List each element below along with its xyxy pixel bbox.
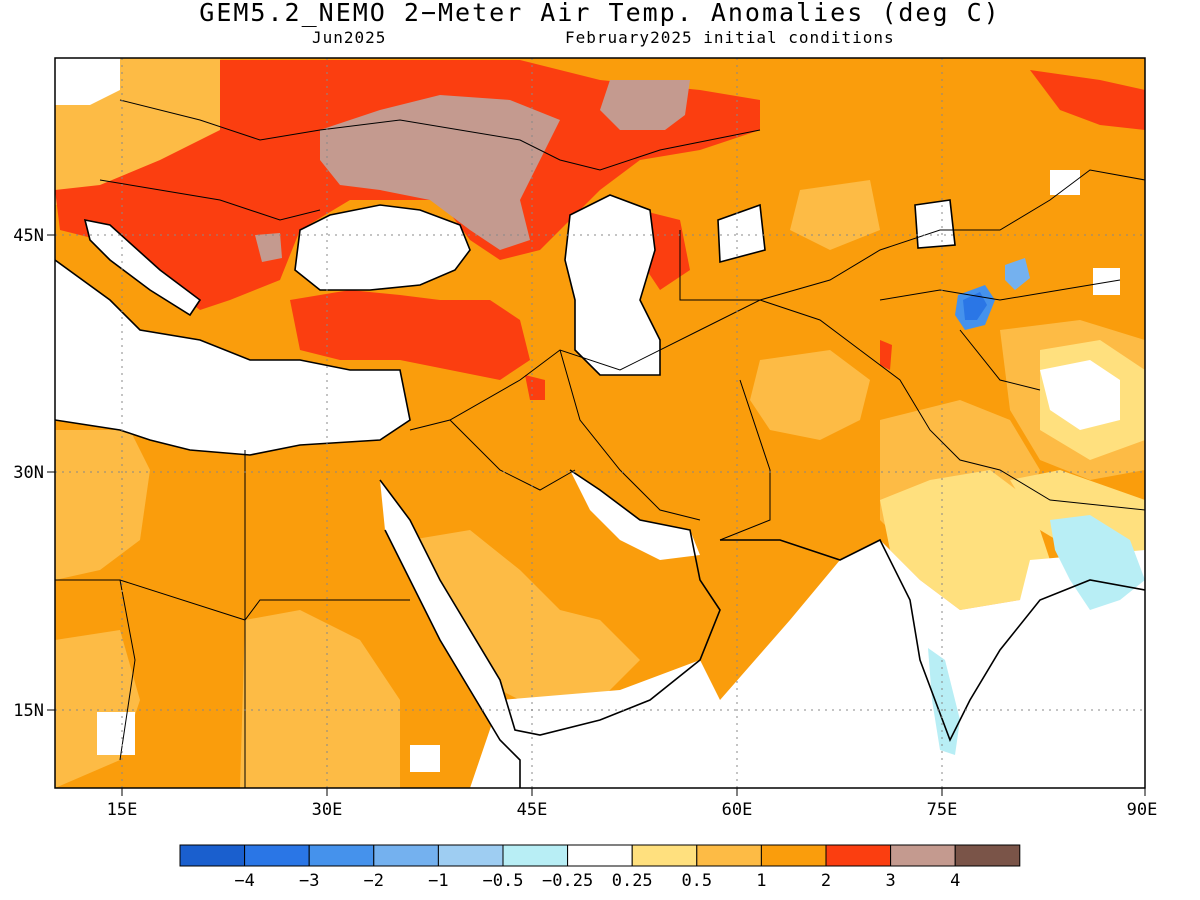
colorbar-swatch: [567, 844, 633, 867]
field-light-orange-arabia: [410, 530, 640, 710]
coastlines: [55, 194, 1145, 788]
lat-labels: 45N 30N 15N: [13, 226, 44, 721]
field-white-tibet-plateau: [1040, 360, 1120, 430]
coast-balkhash: [914, 199, 956, 249]
field-red-iraq-spot: [525, 375, 545, 400]
colorbar-swatch: [308, 844, 375, 867]
border-niger-chad: [119, 579, 136, 761]
coast-india: [720, 538, 1145, 742]
field-light-orange-kazakhstan: [790, 180, 880, 250]
field-red-siberia: [1030, 70, 1145, 130]
lon-label: 60E: [722, 800, 753, 820]
valid-month-label: Jun2025: [312, 28, 387, 47]
field-blue-tienshan-east: [1005, 258, 1030, 290]
lake-small-ethiopia: [410, 745, 440, 772]
colorbar-label: −2: [364, 871, 384, 891]
sea-baltic: [55, 58, 120, 105]
colorbar-swatch: [696, 844, 762, 867]
colorbar-swatch: [373, 844, 439, 867]
field-light-orange-afghanistan: [750, 350, 870, 440]
lon-label: 15E: [107, 800, 138, 820]
colorbar-swatch: [954, 844, 1021, 867]
coast-aral: [717, 203, 766, 264]
country-borders: [55, 99, 1145, 788]
colorbar-label: −4: [234, 871, 254, 891]
colorbar-label: 0.5: [681, 871, 712, 891]
border-china-north: [879, 279, 1121, 301]
colorbar-label: −0.5: [483, 871, 524, 891]
field-red-turkey: [290, 290, 530, 380]
lon-label: 45E: [517, 800, 548, 820]
lake-small-mongolia: [1093, 268, 1120, 295]
init-conditions-label: February2025 initial conditions: [565, 28, 895, 47]
field-yellow-india: [880, 470, 1050, 610]
border-iran-afghan: [719, 379, 771, 541]
field-white-arabian-sea: [470, 660, 720, 788]
coast-arabia: [379, 469, 721, 736]
border-kashmir: [959, 329, 1041, 391]
graticule: [55, 58, 1145, 788]
lon-labels: 15E 30E 45E 60E 75E 90E: [107, 800, 1158, 820]
sea-black-sea: [295, 205, 470, 290]
colorbar-swatch: [179, 844, 246, 867]
colorbar: [179, 844, 1021, 867]
sea-adriatic: [85, 220, 200, 315]
field-cyan-sri-lanka-west: [928, 648, 960, 755]
field-darkblue-tienshan: [963, 292, 987, 320]
border-balkans: [99, 179, 321, 221]
field-light-orange-nw-africa: [55, 430, 150, 580]
border-central-asia: [679, 169, 1145, 301]
colorbar-label: 0.25: [612, 871, 653, 891]
lon-label: 75E: [927, 800, 958, 820]
border-iran-north: [409, 299, 861, 431]
border-iran-west: [559, 349, 701, 521]
coast-black-sea: [294, 204, 471, 291]
lake-balkhash: [915, 200, 955, 248]
lon-label: 90E: [1127, 800, 1158, 820]
field-light-orange-sudan: [240, 610, 400, 788]
map-title: GEM5.2_NEMO 2−Meter Air Temp. Anomalies …: [199, 0, 1001, 27]
field-red-pakistan-spot: [880, 340, 892, 370]
field-brown-ukraine: [320, 95, 560, 250]
map-frame: [54, 57, 1146, 789]
axis-ticks: [47, 234, 1146, 796]
lat-label: 45N: [13, 226, 44, 246]
colorbar-swatch: [437, 844, 504, 867]
lat-label: 30N: [13, 463, 44, 483]
coast-mediterranean: [55, 259, 411, 456]
field-brown-volga: [600, 80, 690, 130]
border-pakistan-india: [859, 349, 1145, 511]
colorbar-label: −1: [428, 871, 448, 891]
colorbar-swatch: [760, 844, 827, 867]
colorbar-label: 3: [885, 871, 895, 891]
lake-small-west-africa: [97, 712, 135, 755]
colorbar-label: −3: [299, 871, 319, 891]
colorbar-swatch: [244, 844, 310, 867]
border-iraq-saudi: [449, 419, 576, 491]
colorbar-label: 4: [950, 871, 960, 891]
sea-caspian: [565, 195, 660, 375]
sea-mediterranean: [55, 260, 410, 455]
colorbar-swatch: [890, 844, 956, 867]
colorbar-swatch: [631, 844, 698, 867]
colorbar-label: −0.25: [542, 871, 593, 891]
colorbar-swatch: [502, 844, 569, 867]
sea-red-sea: [380, 480, 515, 740]
field-brown-balkans: [255, 233, 282, 262]
colorbar-label: 2: [821, 871, 831, 891]
lon-label: 30E: [312, 800, 343, 820]
colorbar-labels: −4 −3 −2 −1 −0.5 −0.25 0.25 0.5 1 2 3 4: [234, 871, 960, 891]
lake-small-siberia: [1050, 170, 1080, 195]
coast-africa-red-sea: [384, 529, 521, 788]
sea-aral: [718, 205, 765, 262]
colorbar-label: 1: [756, 871, 766, 891]
lat-label: 15N: [13, 701, 44, 721]
coast-adriatic: [83, 218, 202, 317]
border-eastern-europe: [119, 99, 761, 171]
coast-caspian: [564, 194, 661, 376]
anomaly-field: [55, 58, 1145, 788]
colorbar-swatch: [825, 844, 892, 867]
